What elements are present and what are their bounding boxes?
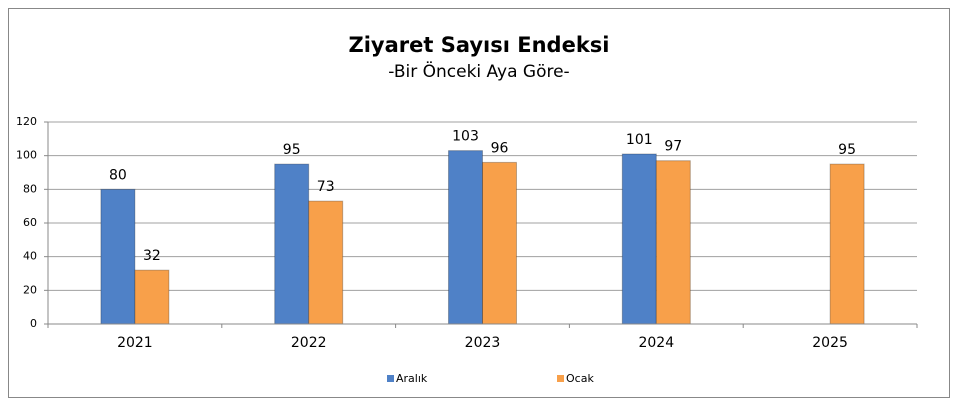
bar <box>655 160 691 325</box>
bar <box>448 150 483 325</box>
y-tick-label: 20 <box>23 283 37 296</box>
bar <box>621 153 657 325</box>
legend-swatch <box>557 375 564 382</box>
x-tick-label: 2025 <box>812 335 848 351</box>
value-label: 95 <box>283 142 301 158</box>
bar <box>100 188 136 325</box>
bar <box>308 200 344 325</box>
bar <box>134 269 170 325</box>
x-tick-label: 2024 <box>638 335 674 351</box>
x-tick-label: 2023 <box>465 335 501 351</box>
y-tick-label: 120 <box>16 115 37 128</box>
bar <box>482 161 517 325</box>
x-tick-label: 2022 <box>291 335 327 351</box>
value-label: 73 <box>317 179 335 195</box>
bar <box>829 163 865 325</box>
y-tick-label: 0 <box>30 317 37 330</box>
value-label: 96 <box>491 140 509 156</box>
x-tick-label: 2021 <box>117 335 153 351</box>
y-tick-label: 80 <box>23 182 37 195</box>
y-tick-label: 100 <box>16 149 37 162</box>
value-label: 32 <box>143 248 161 264</box>
value-label: 80 <box>109 167 127 183</box>
chart-subtitle: -Bir Önceki Aya Göre- <box>388 60 569 82</box>
legend-swatch <box>387 375 394 382</box>
value-label: 95 <box>838 142 856 158</box>
y-tick-label: 40 <box>23 250 37 263</box>
chart-title: Ziyaret Sayısı Endeksi <box>348 33 609 57</box>
legend-label: Aralık <box>396 372 428 385</box>
bar <box>274 163 310 325</box>
y-tick-label: 60 <box>23 216 37 229</box>
value-label: 97 <box>664 139 682 155</box>
value-label: 103 <box>452 129 479 145</box>
legend-label: Ocak <box>566 372 594 385</box>
value-label: 101 <box>626 132 653 148</box>
